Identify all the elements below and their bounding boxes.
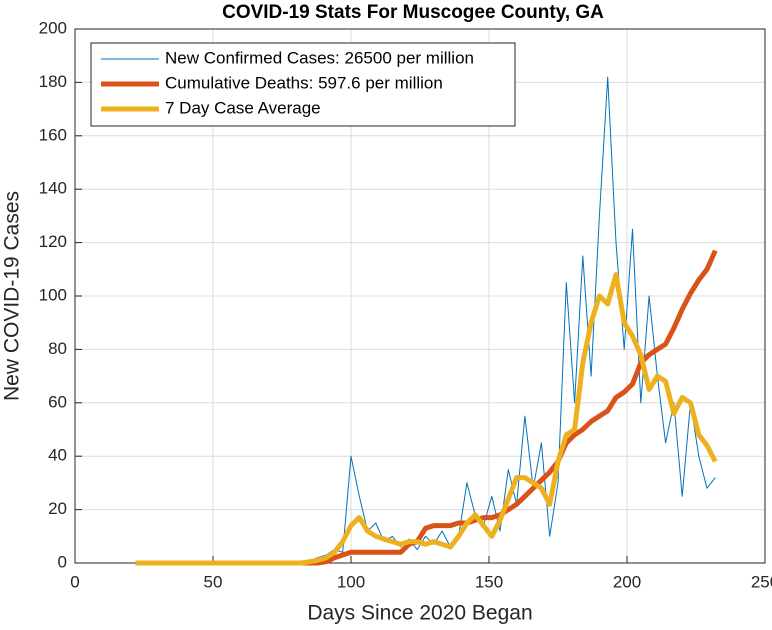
y-tick-label: 200 bbox=[39, 18, 67, 37]
y-tick-label: 140 bbox=[39, 179, 67, 198]
y-tick-label: 160 bbox=[39, 125, 67, 144]
legend-label: Cumulative Deaths: 597.6 per million bbox=[165, 73, 443, 92]
y-tick-label: 20 bbox=[48, 499, 67, 518]
legend-label: 7 Day Case Average bbox=[165, 98, 321, 117]
y-tick-label: 60 bbox=[48, 392, 67, 411]
y-tick-label: 80 bbox=[48, 339, 67, 358]
chart-title: COVID-19 Stats For Muscogee County, GA bbox=[222, 2, 604, 23]
y-tick-label: 0 bbox=[58, 552, 67, 571]
y-tick-label: 120 bbox=[39, 232, 67, 251]
x-tick-label: 0 bbox=[70, 572, 79, 591]
x-axis-label: Days Since 2020 Began bbox=[307, 602, 532, 625]
series-line bbox=[135, 249, 718, 566]
y-axis-label: New COVID-19 Cases bbox=[1, 191, 24, 401]
legend-label: New Confirmed Cases: 26500 per million bbox=[165, 48, 474, 67]
x-tick-label: 150 bbox=[475, 572, 503, 591]
x-tick-label: 200 bbox=[613, 572, 641, 591]
series-line bbox=[135, 76, 716, 564]
legend-box bbox=[90, 42, 516, 127]
y-tick-label: 180 bbox=[39, 72, 67, 91]
plot-frame bbox=[74, 28, 766, 564]
y-tick-label: 100 bbox=[39, 285, 67, 304]
series-line bbox=[135, 272, 718, 566]
y-tick-label: 40 bbox=[48, 446, 67, 465]
x-tick-label: 250 bbox=[751, 572, 772, 591]
x-tick-label: 100 bbox=[337, 572, 365, 591]
x-tick-label: 50 bbox=[204, 572, 223, 591]
